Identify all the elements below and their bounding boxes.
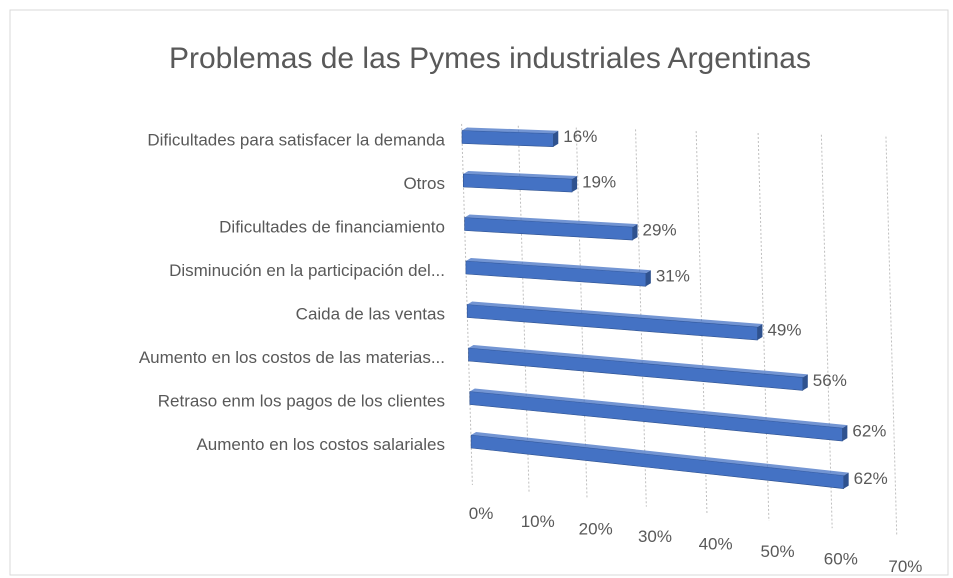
y-tick-label: Disminución en la participación del... xyxy=(169,261,445,280)
bar-end xyxy=(802,374,808,391)
data-label: 49% xyxy=(767,321,801,340)
data-label: 31% xyxy=(656,267,690,286)
bar-top xyxy=(468,345,808,378)
data-label: 62% xyxy=(852,422,886,441)
y-tick-label: Otros xyxy=(403,174,445,193)
x-tick-label: 70% xyxy=(888,557,922,576)
x-tick-label: 40% xyxy=(699,534,733,553)
x-tick-label: 50% xyxy=(761,542,795,561)
y-tick-label: Aumento en los costos de las materias... xyxy=(139,348,445,367)
y-tick-label: Dificultades para satisfacer la demanda xyxy=(147,130,445,149)
bar-top xyxy=(469,388,848,429)
bar-end xyxy=(645,270,651,287)
bar-top xyxy=(471,432,849,476)
x-tick-label: 10% xyxy=(521,512,555,531)
bar-end xyxy=(632,224,638,241)
y-tick-label: Retraso enm los pagos de los clientes xyxy=(158,391,445,410)
chart-title: Problemas de las Pymes industriales Arge… xyxy=(169,42,811,75)
grid-line xyxy=(885,136,898,536)
chart-border xyxy=(9,9,949,576)
bar-top xyxy=(465,258,651,274)
grid-line xyxy=(820,134,833,529)
bar-top xyxy=(463,171,578,180)
bar-end xyxy=(572,176,578,193)
data-label: 16% xyxy=(563,127,597,146)
y-tick-label: Dificultades de financiamiento xyxy=(219,217,445,236)
y-tick-label: Aumento en los costos salariales xyxy=(196,435,445,454)
data-label: 62% xyxy=(854,469,888,488)
bar-top xyxy=(462,127,559,134)
bar-top xyxy=(467,301,763,328)
bar-end xyxy=(842,425,848,442)
x-tick-label: 20% xyxy=(579,519,613,538)
y-tick-label: Caida de las ventas xyxy=(296,304,445,323)
bar-end xyxy=(553,130,559,147)
bar-end xyxy=(843,472,849,489)
data-label: 29% xyxy=(643,221,677,240)
x-tick-label: 0% xyxy=(469,504,494,523)
data-label: 56% xyxy=(813,371,847,390)
x-tick-label: 30% xyxy=(638,527,672,546)
bar-end xyxy=(757,324,763,341)
bar-top xyxy=(464,214,638,228)
x-tick-label: 60% xyxy=(824,549,858,568)
data-label: 19% xyxy=(582,173,616,192)
grid-line xyxy=(757,132,770,522)
